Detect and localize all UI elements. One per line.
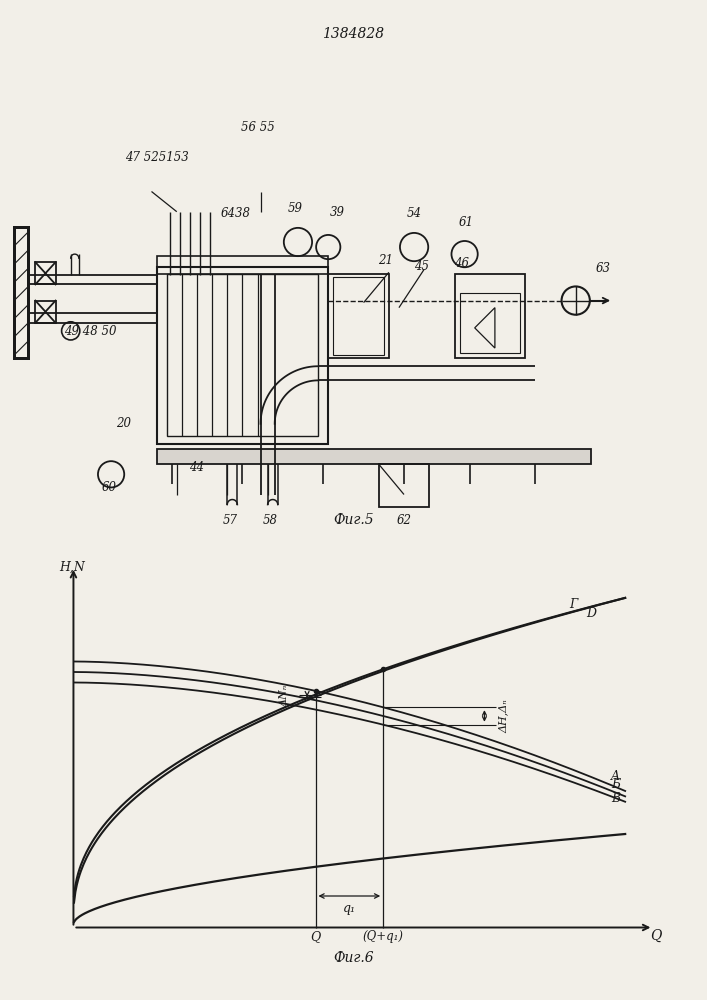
Text: 20: 20	[116, 417, 132, 430]
Text: 39: 39	[330, 206, 345, 219]
Text: 47 525153: 47 525153	[124, 151, 189, 164]
Text: Q: Q	[650, 929, 662, 943]
Text: q₁: q₁	[343, 902, 356, 915]
Bar	[333, 277, 384, 355]
Text: 57: 57	[223, 514, 238, 527]
Text: Фиг.5: Фиг.5	[333, 513, 374, 527]
Bar	[455, 274, 525, 358]
Text: 46: 46	[455, 257, 469, 270]
Text: ΔNₙ: ΔNₙ	[279, 685, 290, 707]
Bar	[156, 449, 591, 464]
Text: Q: Q	[310, 930, 321, 943]
Bar	[14, 227, 28, 358]
Text: (Q+q₁): (Q+q₁)	[363, 930, 404, 943]
Bar	[35, 301, 56, 323]
Text: 62: 62	[397, 514, 411, 527]
Text: D: D	[586, 607, 596, 620]
Text: 63: 63	[596, 262, 611, 275]
Text: ΔH,Δₙ: ΔH,Δₙ	[498, 699, 508, 733]
Text: 54: 54	[407, 207, 422, 220]
Text: Фиг.6: Фиг.6	[333, 951, 374, 965]
Text: 1384828: 1384828	[322, 27, 385, 41]
Bar	[328, 274, 389, 358]
Text: 60: 60	[102, 481, 117, 494]
Text: 59: 59	[288, 202, 303, 215]
Text: H,N: H,N	[59, 560, 86, 574]
Bar	[167, 274, 318, 436]
Text: Б: Б	[611, 778, 620, 791]
Text: 45: 45	[414, 260, 429, 273]
Text: 44: 44	[189, 461, 204, 474]
Text: Г: Г	[569, 598, 577, 611]
Bar	[35, 262, 56, 284]
Bar	[379, 464, 429, 507]
Bar	[156, 267, 328, 444]
Bar	[14, 227, 28, 358]
Bar	[460, 293, 520, 353]
Text: A: A	[611, 770, 620, 783]
Text: 6438: 6438	[221, 207, 250, 220]
Bar	[156, 256, 328, 274]
Text: 21: 21	[378, 254, 393, 267]
Text: 56 55: 56 55	[240, 121, 274, 134]
Text: 58: 58	[263, 514, 278, 527]
Text: 49 48 50: 49 48 50	[64, 325, 116, 338]
Text: B: B	[611, 792, 620, 805]
Text: 61: 61	[459, 216, 474, 229]
